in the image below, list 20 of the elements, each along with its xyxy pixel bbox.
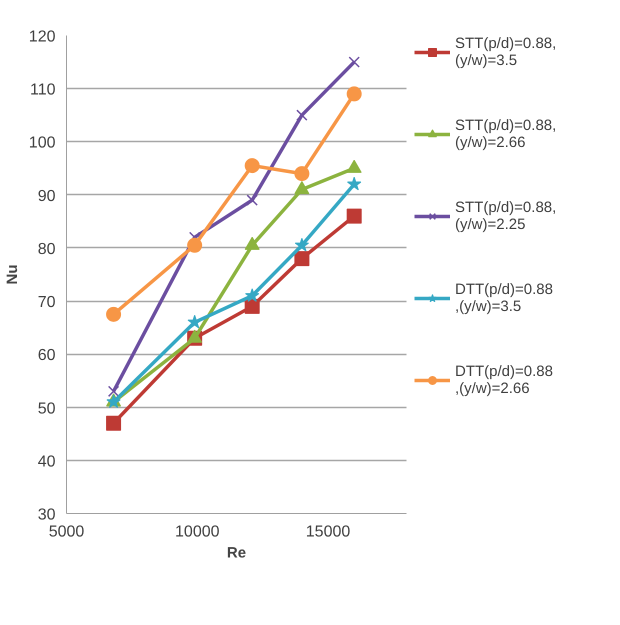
y-tick-label: 80	[38, 240, 56, 258]
legend-label: DTT(p/d)=0.88 ,(y/w)=3.5	[455, 281, 553, 315]
legend-label: DTT(p/d)=0.88 ,(y/w)=2.66	[455, 363, 553, 397]
y-tick-label: 120	[28, 28, 56, 46]
legend-label: STT(p/d)=0.88, (y/w)=3.5	[455, 35, 556, 69]
y-tick-label: 50	[38, 400, 56, 418]
y-tick-label: 40	[38, 453, 56, 470]
legend-label: STT(p/d)=0.88, (y/w)=2.66	[455, 117, 556, 151]
legend-label: STT(p/d)=0.88, (y/w)=2.25	[455, 199, 556, 233]
y-tick-label: 70	[38, 294, 56, 312]
y-tick-label: 60	[38, 347, 56, 364]
x-tick-label: 15000	[306, 524, 350, 540]
x-tick-label: 5000	[48, 524, 84, 540]
y-tick-label: 110	[30, 82, 56, 99]
x-axis-title: Re	[226, 544, 246, 562]
y-tick-label: 90	[38, 188, 56, 205]
x-tick-label: 10000	[175, 524, 220, 540]
y-tick-label: 100	[28, 134, 56, 152]
y-axis-title: Nu	[4, 264, 21, 284]
y-tick-label: 30	[38, 506, 56, 524]
